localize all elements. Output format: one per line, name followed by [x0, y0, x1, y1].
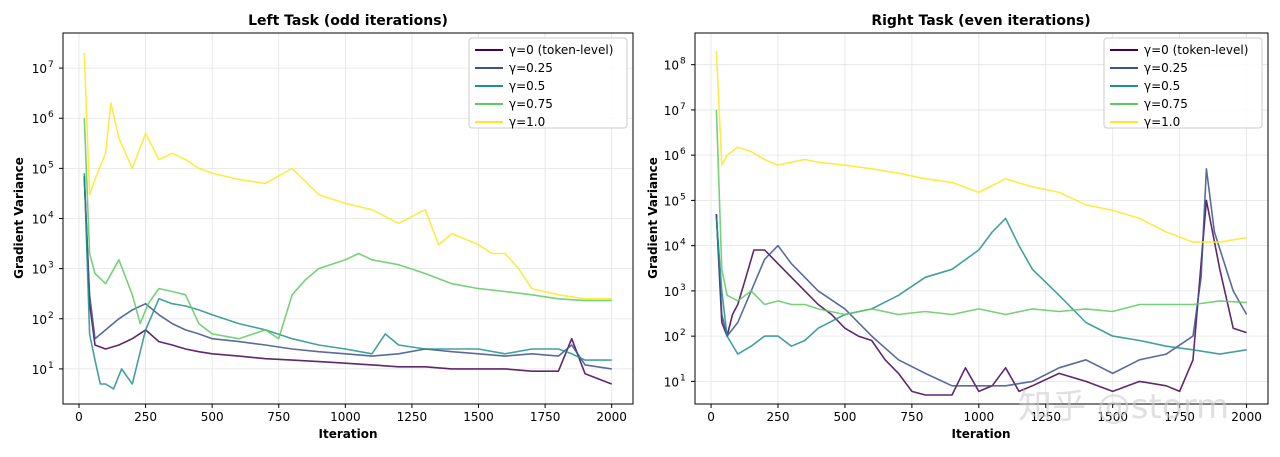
right-series-line-0: [715, 199, 1247, 396]
right-chart-title: Right Task (even iterations): [871, 13, 1090, 29]
left-x-tick-label: 2000: [596, 410, 627, 424]
left-y-tick-label: 10: [32, 112, 47, 126]
left-y-tick-exponent: 3: [48, 261, 54, 271]
left-y-tick-label: 10: [32, 313, 47, 327]
right-legend-label: γ=1.0: [1144, 115, 1180, 129]
left-x-tick-label: 0: [75, 410, 83, 424]
right-y-tick-exponent: 5: [680, 192, 686, 202]
left-x-tick-label: 1750: [530, 410, 561, 424]
left-y-tick-label: 10: [32, 62, 47, 76]
left-y-axis-label: Gradient Variance: [12, 157, 26, 279]
left-y-tick-exponent: 1: [48, 361, 54, 371]
left-x-tick-label: 750: [267, 410, 290, 424]
right-legend: [1103, 37, 1263, 129]
right-x-tick-label: 1500: [1097, 410, 1128, 424]
left-y-tick-exponent: 4: [48, 211, 54, 221]
left-y-tick-label: 10: [32, 263, 47, 277]
right-y-axis-label: Gradient Variance: [646, 157, 660, 279]
right-y-tick-exponent: 6: [680, 147, 686, 157]
left-y-tick-exponent: 6: [48, 110, 54, 120]
left-y-tick-exponent: 7: [48, 60, 54, 70]
right-series-line-3: [715, 109, 1247, 316]
left-y-tick-label: 10: [32, 363, 47, 377]
right-x-tick-label: 250: [767, 410, 790, 424]
right-x-tick-label: 1000: [964, 410, 995, 424]
watermark: 知乎 @storm: [1018, 387, 1229, 427]
right-x-tick-label: 1750: [1164, 410, 1195, 424]
left-x-tick-label: 500: [201, 410, 224, 424]
left-series-line-4: [83, 52, 612, 300]
left-legend-label: γ=0.25: [509, 61, 553, 75]
left-x-tick-label: 1000: [330, 410, 361, 424]
right-x-tick-label: 500: [833, 410, 856, 424]
left-series-line-3: [83, 118, 612, 340]
left-chart-panel: Left Task (odd iterations) Iteration Gra…: [12, 13, 634, 441]
right-legend-label: γ=0.25: [1144, 61, 1188, 75]
right-y-tick-label: 10: [664, 194, 679, 208]
left-legend-label: γ=0.75: [509, 97, 553, 111]
right-chart-panel: Right Task (even iterations) Iteration G…: [646, 13, 1269, 441]
left-legend-label: γ=1.0: [509, 115, 545, 129]
right-x-tick-label: 750: [900, 410, 923, 424]
left-y-tick-label: 10: [32, 162, 47, 176]
right-y-tick-exponent: 8: [680, 57, 686, 67]
right-x-tick-label: 1250: [1030, 410, 1061, 424]
right-y-tick-label: 10: [664, 104, 679, 118]
right-y-tick-label: 10: [664, 330, 679, 344]
right-y-tick-exponent: 3: [680, 283, 686, 293]
left-legend: [468, 37, 628, 129]
left-x-tick-label: 1500: [463, 410, 494, 424]
left-y-tick-exponent: 5: [48, 160, 54, 170]
left-series-line-2: [83, 173, 612, 390]
left-y-tick-exponent: 2: [48, 311, 54, 321]
left-chart-title: Left Task (odd iterations): [248, 13, 448, 29]
right-y-tick-exponent: 4: [680, 238, 686, 248]
right-y-tick-label: 10: [664, 59, 679, 73]
right-legend-label: γ=0.75: [1144, 97, 1188, 111]
right-y-tick-exponent: 7: [680, 102, 686, 112]
left-series-line-0: [83, 176, 612, 385]
right-y-tick-exponent: 2: [680, 328, 686, 338]
right-y-tick-label: 10: [664, 375, 679, 389]
left-x-tick-label: 1250: [397, 410, 428, 424]
right-plot-frame: [694, 32, 1269, 405]
right-x-tick-label: 2000: [1231, 410, 1262, 424]
left-legend-label: γ=0 (token-level): [509, 43, 613, 57]
left-series-line-1: [83, 179, 612, 370]
right-x-tick-label: 0: [707, 410, 715, 424]
left-y-tick-label: 10: [32, 213, 47, 227]
right-y-tick-label: 10: [664, 285, 679, 299]
right-y-tick-label: 10: [664, 149, 679, 163]
right-series-line-1: [715, 168, 1248, 387]
right-legend-label: γ=0.5: [1144, 79, 1180, 93]
right-legend-label: γ=0 (token-level): [1144, 43, 1248, 57]
left-x-tick-label: 250: [134, 410, 157, 424]
right-y-tick-label: 10: [664, 240, 679, 254]
left-x-axis-label: Iteration: [319, 427, 378, 441]
right-series-line-4: [715, 51, 1247, 243]
left-legend-label: γ=0.5: [509, 79, 545, 93]
right-y-tick-exponent: 1: [680, 373, 686, 383]
right-x-axis-label: Iteration: [952, 427, 1011, 441]
right-series-line-2: [715, 217, 1247, 355]
